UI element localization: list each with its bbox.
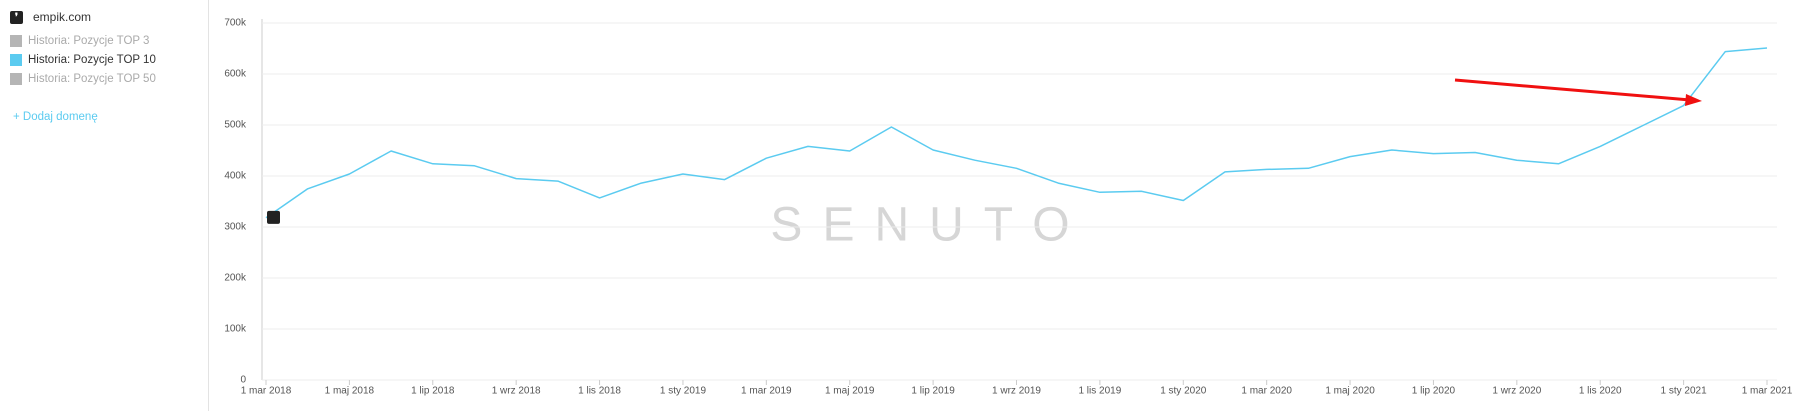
x-tick-label: 1 sty 2021 — [1661, 386, 1708, 397]
y-tick-label: 400k — [224, 171, 247, 182]
x-tick-label: 1 sty 2020 — [1160, 386, 1207, 397]
legend-label: Historia: Pozycje TOP 3 — [28, 35, 150, 47]
x-tick-label: 1 mar 2021 — [1742, 386, 1793, 397]
legend-swatch — [10, 54, 22, 66]
sidebar: ❜ empik.com Historia: Pozycje TOP 3 Histor… — [0, 0, 209, 411]
x-tick-label: 1 lis 2018 — [578, 386, 621, 397]
series-line — [265, 47, 1768, 219]
x-tick-label: 1 wrz 2019 — [992, 386, 1041, 397]
x-tick-label: 1 mar 2019 — [741, 386, 792, 397]
y-tick-label: 100k — [224, 324, 247, 335]
x-tick-label: 1 maj 2019 — [825, 386, 875, 397]
legend-item[interactable]: Historia: Pozycje TOP 10 — [10, 54, 156, 66]
legend-item[interactable]: Historia: Pozycje TOP 3 — [10, 35, 149, 47]
y-tick-label: 0 — [240, 375, 246, 386]
legend-swatch — [10, 73, 22, 85]
x-tick-label: 1 lis 2020 — [1579, 386, 1622, 397]
arrow-head — [1685, 94, 1702, 106]
x-tick-label: 1 lip 2020 — [1412, 386, 1456, 397]
y-tick-label: 200k — [224, 273, 247, 284]
x-tick-label: 1 wrz 2018 — [492, 386, 541, 397]
x-tick-label: 1 maj 2018 — [325, 386, 375, 397]
legend-swatch — [10, 35, 22, 47]
y-tick-label: 300k — [224, 222, 247, 233]
x-tick-label: 1 maj 2020 — [1325, 386, 1375, 397]
x-tick-label: 1 wrz 2020 — [1492, 386, 1541, 397]
x-tick-label: 1 sty 2019 — [660, 386, 707, 397]
domain-icon: ❜ — [10, 10, 23, 24]
watermark: SENUTO — [770, 199, 1089, 252]
add-domain[interactable]: + Dodaj domenę — [13, 111, 98, 123]
x-tick-label: 1 mar 2020 — [1241, 386, 1292, 397]
x-tick-label: 1 lis 2019 — [1078, 386, 1121, 397]
domain-name: empik.com — [33, 10, 92, 24]
legend-item[interactable]: Historia: Pozycje TOP 50 — [10, 73, 156, 85]
arrow — [1454, 78, 1691, 102]
y-tick-label: 500k — [224, 120, 247, 131]
x-tick-label: 1 lip 2019 — [911, 386, 955, 397]
x-tick-label: 1 mar 2018 — [241, 386, 292, 397]
domain[interactable]: ❜ empik.com — [10, 10, 91, 24]
add-domain-label: Dodaj domenę — [22, 111, 98, 123]
x-tick-label: 1 lip 2018 — [411, 386, 455, 397]
legend-label: Historia: Pozycje TOP 50 — [28, 73, 156, 85]
legend-label: Historia: Pozycje TOP 10 — [28, 54, 156, 66]
y-tick-label: 600k — [224, 69, 247, 80]
y-tick-label: 700k — [224, 18, 247, 29]
domain-marker — [267, 210, 280, 224]
